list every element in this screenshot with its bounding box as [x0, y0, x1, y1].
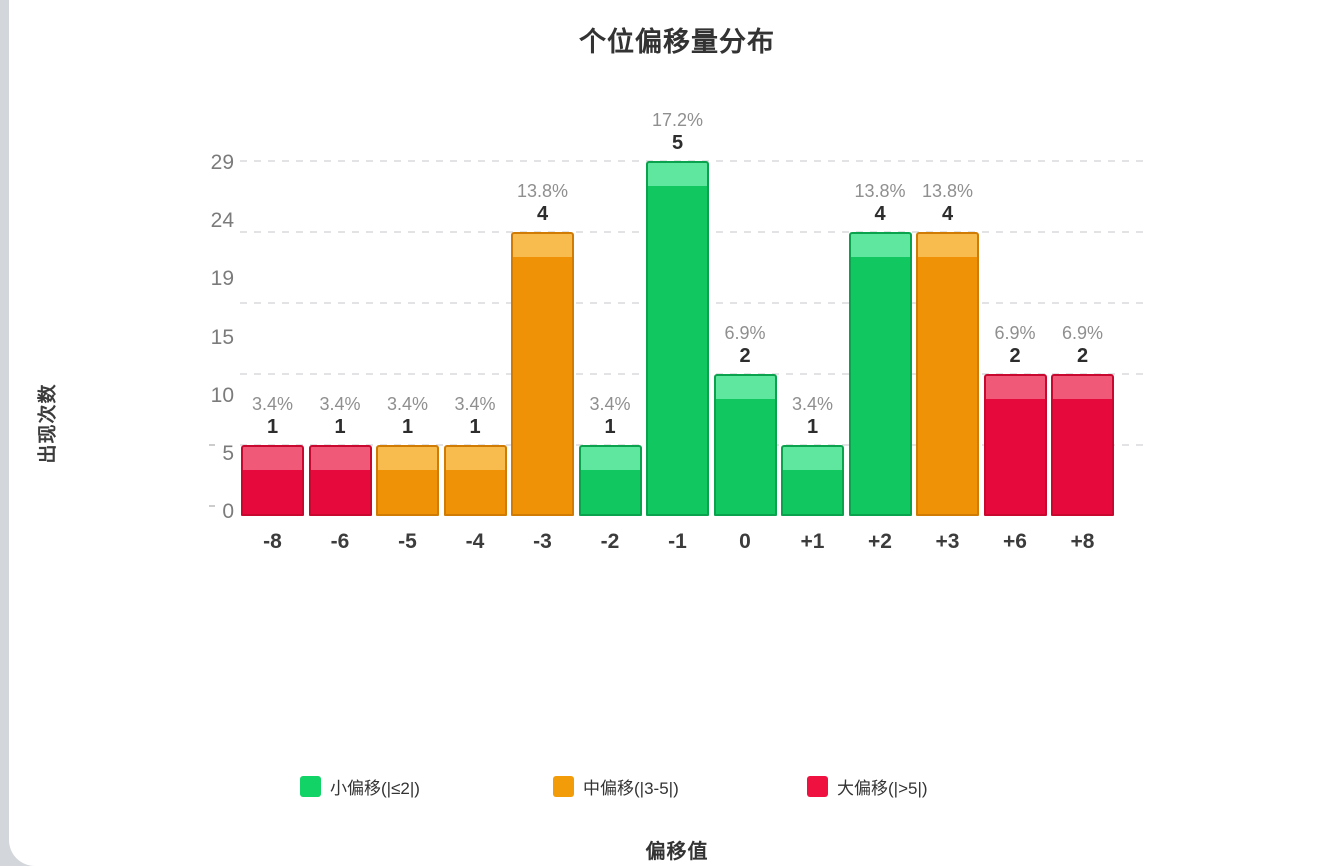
legend-label: 小偏移(|≤2|) [330, 778, 420, 798]
bar-percent-label: 17.2% [651, 110, 704, 130]
y-tick-mark [209, 444, 215, 446]
bar-percent-label: 3.4% [791, 394, 834, 414]
x-tick-label: +2 [868, 530, 892, 553]
bar-percent-label: 13.8% [921, 181, 974, 201]
bar-percent-label: 3.4% [319, 394, 361, 414]
y-tick-label: 19 [210, 267, 234, 290]
y-tick-label: 10 [210, 384, 234, 407]
bar-count-label: 1 [334, 416, 346, 438]
x-tick-label: -4 [465, 530, 485, 553]
x-tick-label: 0 [739, 530, 751, 553]
bar-count-label: 2 [1009, 345, 1021, 367]
legend-label: 大偏移(|>5|) [837, 778, 928, 798]
bar-count-label: 2 [1076, 345, 1089, 367]
bar-+3[interactable] [916, 232, 979, 516]
y-tick-mark [209, 505, 215, 507]
x-tick-label: -1 [668, 530, 687, 553]
x-tick-label: -8 [263, 530, 282, 553]
x-tick-label: -6 [330, 530, 350, 553]
bar--2[interactable] [578, 445, 642, 516]
legend-item-small[interactable]: 小偏移(|≤2|) [300, 775, 420, 798]
bar--8[interactable] [241, 445, 304, 516]
bar-percent-label: 13.8% [854, 181, 906, 201]
bar-count-label: 4 [536, 203, 549, 225]
bar--4[interactable] [443, 445, 507, 516]
bar-count-label: 5 [671, 132, 684, 154]
y-tick-label: 5 [222, 442, 234, 465]
y-axis-title: 出现次数 [37, 383, 59, 464]
bar-count-label: 4 [874, 203, 886, 225]
legend-swatch-small [300, 775, 321, 797]
legend-item-medium[interactable]: 中偏移(|3-5|) [553, 775, 679, 798]
bar-count-label: 1 [469, 416, 481, 438]
bar-+8[interactable] [1051, 374, 1114, 516]
x-tick-label: +8 [1070, 530, 1095, 553]
bar-count-label: 2 [739, 345, 751, 367]
bar-+2[interactable] [848, 232, 912, 516]
bar-percent-label: 3.4% [251, 394, 294, 414]
y-tick-label: 0 [222, 500, 234, 523]
bar--5[interactable] [376, 445, 439, 516]
legend-item-large[interactable]: 大偏移(|>5|) [807, 775, 928, 798]
bar-percent-label: 3.4% [386, 394, 429, 414]
bar--1[interactable] [646, 161, 709, 516]
bar-+1[interactable] [781, 445, 844, 516]
bar-count-label: 1 [401, 416, 414, 438]
y-tick-label: 24 [210, 209, 234, 232]
x-tick-label: +3 [935, 530, 960, 553]
bar-+6[interactable] [983, 374, 1047, 516]
legend-label: 中偏移(|3-5|) [583, 778, 679, 798]
bar-count-label: 4 [941, 203, 954, 225]
y-tick-label: 15 [210, 326, 234, 349]
bar-percent-label: 3.4% [589, 394, 631, 414]
bar-percent-label: 6.9% [1061, 323, 1104, 343]
bar-count-label: 1 [604, 416, 616, 438]
chart-title: 个位偏移量分布 [579, 27, 775, 57]
x-axis-title: 偏移值 [645, 841, 709, 863]
bar-count-label: 1 [266, 416, 279, 438]
bar-percent-label: 3.4% [454, 394, 496, 414]
x-tick-label: -5 [398, 530, 417, 553]
bar--6[interactable] [308, 445, 372, 516]
legend-swatch-large [807, 775, 828, 797]
x-tick-label: -2 [600, 530, 620, 553]
bar-percent-label: 13.8% [516, 181, 569, 201]
x-tick-label: +6 [1003, 530, 1027, 553]
x-tick-label: -3 [533, 530, 552, 553]
bar-percent-label: 6.9% [724, 323, 766, 343]
bar--3[interactable] [511, 232, 574, 516]
y-tick-label: 29 [210, 151, 234, 174]
x-tick-label: +1 [800, 530, 825, 553]
bar-percent-label: 6.9% [994, 323, 1036, 343]
bar-count-label: 1 [806, 416, 819, 438]
bar-0[interactable] [713, 374, 777, 516]
legend-swatch-medium [553, 775, 574, 797]
